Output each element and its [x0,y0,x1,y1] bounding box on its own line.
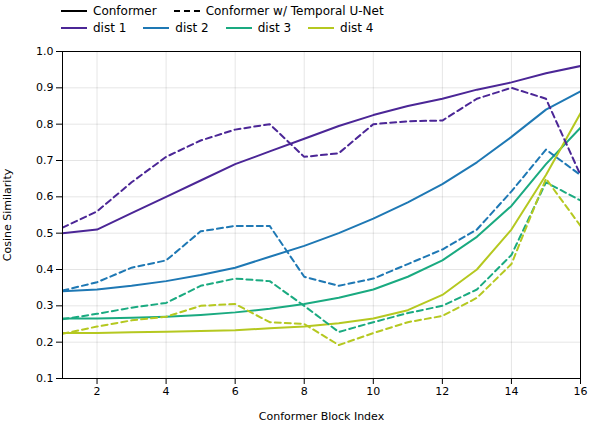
svg-text:8: 8 [301,385,308,398]
svg-text:0.9: 0.9 [36,81,54,94]
svg-text:16: 16 [574,385,588,398]
svg-text:12: 12 [435,385,449,398]
svg-text:Conformer Block Index: Conformer Block Index [259,410,385,423]
html-text:dist 4: dist 4 [340,21,374,35]
html-text:dist 3: dist 3 [257,21,292,35]
svg-text:0.5: 0.5 [36,227,54,240]
html-text:Conformer w/ Temporal U-Net: Conformer w/ Temporal U-Net [205,4,384,18]
svg-text:Cosine Similarity: Cosine Similarity [1,168,14,261]
svg-text:14: 14 [504,385,518,398]
html-text:dist 2: dist 2 [175,21,209,35]
svg-text:1.0: 1.0 [36,45,54,58]
svg-text:4: 4 [163,385,170,398]
svg-text:0.2: 0.2 [36,336,54,349]
html-text:dist 1: dist 1 [93,21,127,35]
svg-text:0.6: 0.6 [36,190,54,203]
svg-text:10: 10 [366,385,380,398]
svg-text:0.3: 0.3 [36,299,54,312]
svg-text:6: 6 [232,385,239,398]
svg-text:0.1: 0.1 [36,372,54,385]
svg-text:2: 2 [94,385,101,398]
svg-text:0.8: 0.8 [36,118,54,131]
svg-text:0.4: 0.4 [36,263,54,276]
svg-text:0.7: 0.7 [36,154,54,167]
html-text:Conformer: Conformer [93,4,157,18]
